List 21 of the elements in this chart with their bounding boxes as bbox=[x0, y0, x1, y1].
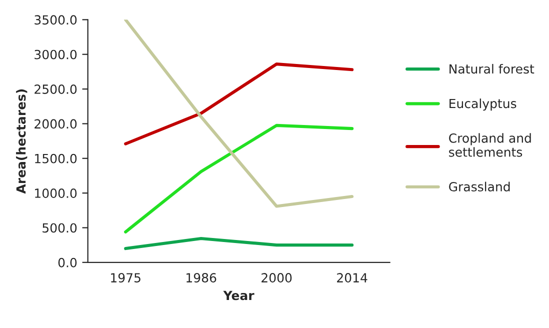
y-tick-label: 2000.0 bbox=[34, 119, 77, 129]
line-series bbox=[124, 124, 354, 234]
legend-label: Eucalyptus bbox=[450, 98, 516, 111]
y-tick-label: 3000.0 bbox=[34, 50, 77, 60]
y-tick-label: 0.0 bbox=[58, 258, 77, 268]
y-tick-label: 500.0 bbox=[42, 223, 77, 233]
line-series bbox=[124, 20, 354, 208]
x-tick-label: 1975 bbox=[111, 273, 140, 282]
x-axis-title: Year bbox=[223, 290, 254, 300]
legend-label: Grassland bbox=[449, 182, 510, 192]
y-tick-label: 1000.0 bbox=[35, 188, 77, 198]
y-tick-label: 3500.0 bbox=[34, 15, 77, 25]
y-tick-label: 1500.0 bbox=[35, 154, 77, 164]
x-tick-label: 1986 bbox=[186, 273, 216, 282]
y-tick-label: 2500.0 bbox=[34, 84, 77, 94]
legend-label: Natural forest bbox=[450, 64, 534, 74]
x-tick-label: 2000 bbox=[262, 273, 292, 282]
x-tick-label: 2014 bbox=[337, 273, 368, 282]
line-series bbox=[124, 62, 354, 146]
y-axis-title: Area(hectares) bbox=[16, 89, 28, 194]
legend-label: Cropland and settlements bbox=[449, 133, 531, 157]
